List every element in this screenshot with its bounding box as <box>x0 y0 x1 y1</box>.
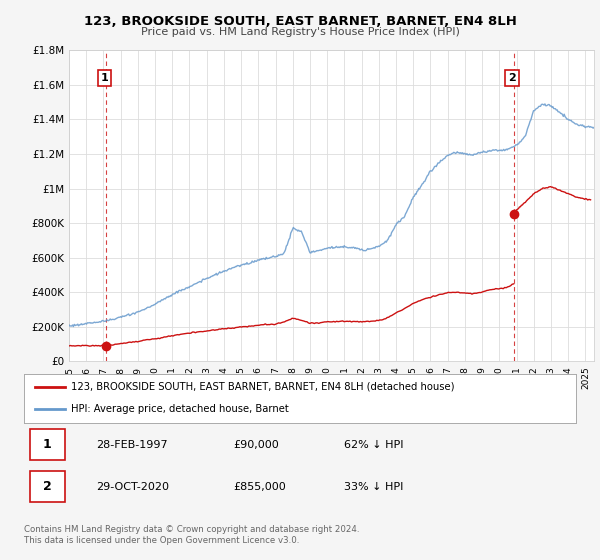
Text: £855,000: £855,000 <box>234 482 287 492</box>
Text: 28-FEB-1997: 28-FEB-1997 <box>96 440 167 450</box>
Text: 123, BROOKSIDE SOUTH, EAST BARNET, BARNET, EN4 8LH (detached house): 123, BROOKSIDE SOUTH, EAST BARNET, BARNE… <box>71 382 454 392</box>
Text: 1: 1 <box>43 438 52 451</box>
Text: HPI: Average price, detached house, Barnet: HPI: Average price, detached house, Barn… <box>71 404 289 414</box>
Text: Price paid vs. HM Land Registry's House Price Index (HPI): Price paid vs. HM Land Registry's House … <box>140 27 460 37</box>
Text: 62% ↓ HPI: 62% ↓ HPI <box>344 440 404 450</box>
FancyBboxPatch shape <box>29 472 65 502</box>
Text: 2: 2 <box>508 73 516 83</box>
Text: Contains HM Land Registry data © Crown copyright and database right 2024.
This d: Contains HM Land Registry data © Crown c… <box>24 525 359 545</box>
Text: 123, BROOKSIDE SOUTH, EAST BARNET, BARNET, EN4 8LH: 123, BROOKSIDE SOUTH, EAST BARNET, BARNE… <box>83 15 517 28</box>
Text: £90,000: £90,000 <box>234 440 280 450</box>
Text: 2: 2 <box>43 480 52 493</box>
Text: 33% ↓ HPI: 33% ↓ HPI <box>344 482 404 492</box>
FancyBboxPatch shape <box>29 430 65 460</box>
Text: 29-OCT-2020: 29-OCT-2020 <box>96 482 169 492</box>
Text: 1: 1 <box>101 73 109 83</box>
